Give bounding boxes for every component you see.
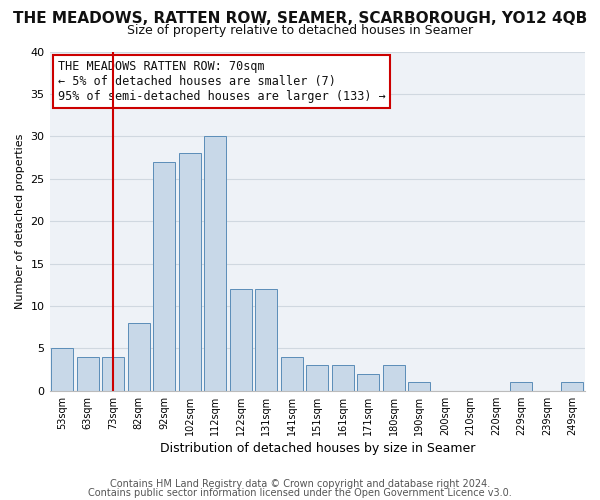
Bar (154, 162, 175, 391)
Bar (103, 357, 124, 391)
Text: THE MEADOWS, RATTEN ROW, SEAMER, SCARBOROUGH, YO12 4QB: THE MEADOWS, RATTEN ROW, SEAMER, SCARBOR… (13, 11, 587, 26)
Bar (230, 289, 251, 391)
X-axis label: Distribution of detached houses by size in Seamer: Distribution of detached houses by size … (160, 442, 475, 455)
Bar (128, 323, 149, 391)
Bar (307, 366, 328, 391)
Bar (179, 154, 200, 391)
Text: Contains HM Land Registry data © Crown copyright and database right 2024.: Contains HM Land Registry data © Crown c… (110, 479, 490, 489)
Bar (281, 357, 302, 391)
Bar (205, 136, 226, 391)
Bar (52, 348, 73, 391)
Y-axis label: Number of detached properties: Number of detached properties (15, 134, 25, 309)
Bar (383, 366, 404, 391)
Bar (256, 289, 277, 391)
Bar (562, 382, 583, 391)
Bar (409, 382, 430, 391)
Bar (358, 374, 379, 391)
Bar (511, 382, 532, 391)
Text: THE MEADOWS RATTEN ROW: 70sqm
← 5% of detached houses are smaller (7)
95% of sem: THE MEADOWS RATTEN ROW: 70sqm ← 5% of de… (58, 60, 385, 103)
Bar (332, 366, 353, 391)
Text: Contains public sector information licensed under the Open Government Licence v3: Contains public sector information licen… (88, 488, 512, 498)
Text: Size of property relative to detached houses in Seamer: Size of property relative to detached ho… (127, 24, 473, 37)
Bar (77, 357, 98, 391)
